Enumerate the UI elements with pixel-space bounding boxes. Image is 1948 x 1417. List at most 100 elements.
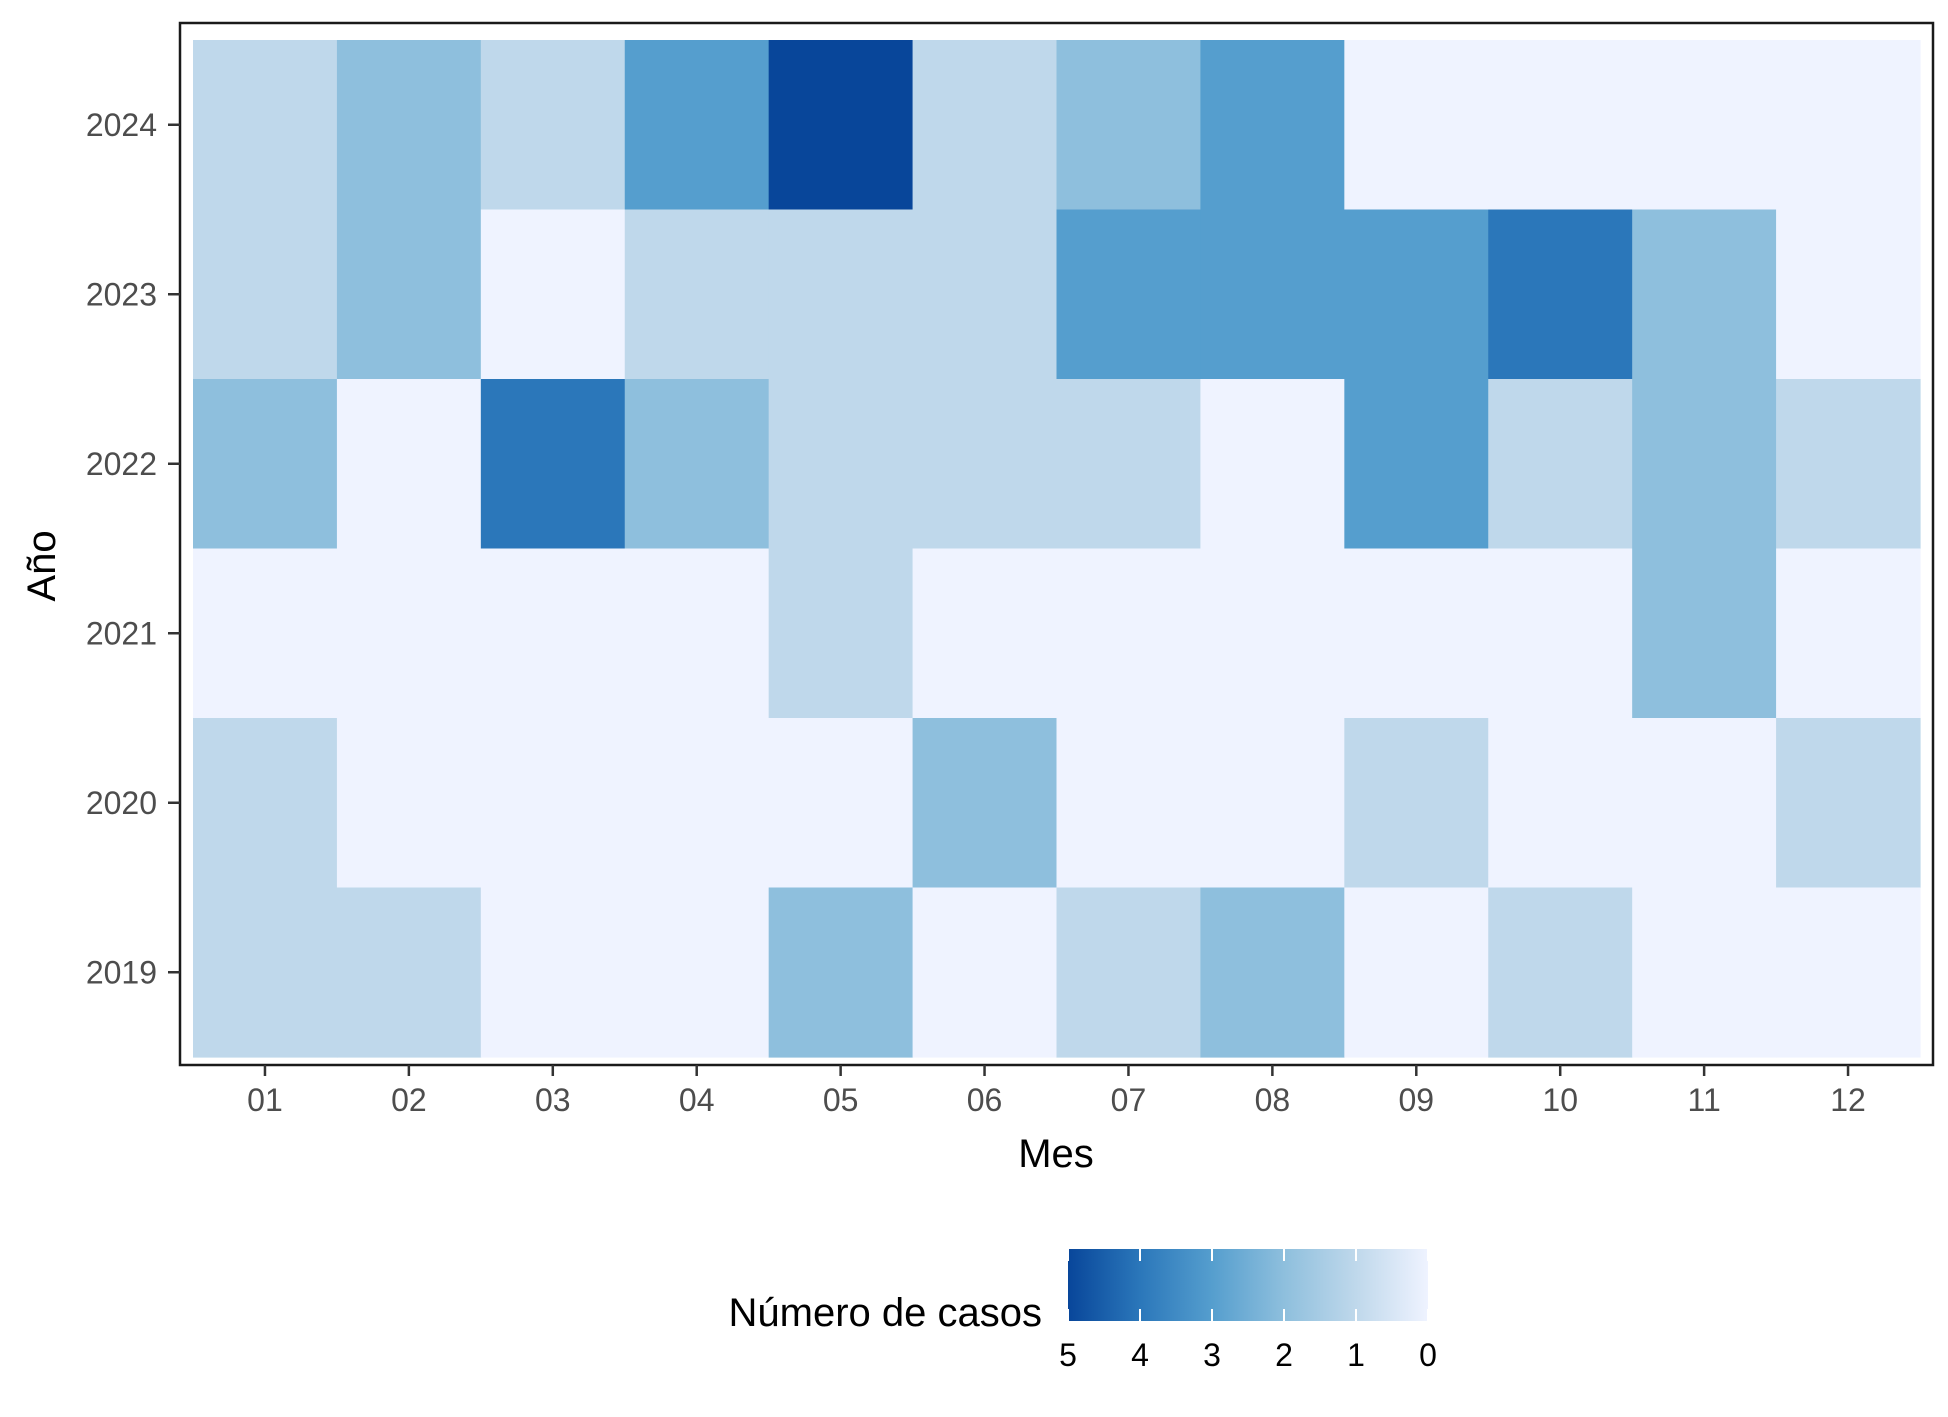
heatmap-cell-2020-08 xyxy=(1200,718,1345,889)
heatmap-cell-2023-09 xyxy=(1344,209,1489,380)
heatmap-cell-2024-06 xyxy=(912,40,1058,211)
heatmap-cell-2022-06 xyxy=(912,379,1058,550)
plot-panel-border xyxy=(178,21,1935,1067)
heatmap-cell-2021-02 xyxy=(336,548,482,719)
legend-title: Número de casos xyxy=(729,1291,1042,1335)
heatmap-cell-2022-12 xyxy=(1776,379,1921,550)
heatmap-cell-2023-01 xyxy=(193,209,338,380)
color-legend: Número de casos 5 4 3 2 1 0 xyxy=(729,1249,1437,1373)
heatmap-cell-2022-10 xyxy=(1488,379,1633,550)
heatmap-cell-2020-01 xyxy=(193,718,338,889)
x-tick-label: 11 xyxy=(1688,1082,1721,1118)
heatmap-cell-2023-07 xyxy=(1056,209,1202,380)
heatmap-cell-2020-09 xyxy=(1344,718,1489,889)
heatmap-cell-2019-04 xyxy=(624,887,770,1058)
heatmap-cell-2022-11 xyxy=(1632,379,1777,550)
heatmap-cell-2019-12 xyxy=(1776,887,1921,1058)
y-tick-label: 2019 xyxy=(86,954,157,990)
heatmap-cell-2023-10 xyxy=(1488,209,1633,380)
heatmap-cell-2022-04 xyxy=(624,379,770,550)
heatmap-cell-2020-03 xyxy=(480,718,626,889)
heatmap-cell-2022-03 xyxy=(480,379,626,550)
x-axis: 01 02 03 04 05 06 07 08 09 10 11 12 xyxy=(247,1065,1866,1118)
x-tick-label: 08 xyxy=(1255,1082,1291,1118)
heatmap-cell-2021-12 xyxy=(1776,548,1921,719)
heatmap-cell-2022-02 xyxy=(336,379,482,550)
heatmap-cell-2024-10 xyxy=(1488,40,1633,211)
legend-color-bar xyxy=(1068,1249,1428,1321)
heatmap-cell-2021-05 xyxy=(768,548,914,719)
heatmap-cell-2021-07 xyxy=(1056,548,1202,719)
heatmap-cell-2023-12 xyxy=(1776,209,1921,380)
heatmap-cell-2019-06 xyxy=(912,887,1058,1058)
x-tick-label: 05 xyxy=(823,1082,859,1118)
heatmap-cell-2021-01 xyxy=(193,548,338,719)
heatmap-cell-2021-06 xyxy=(912,548,1058,719)
heatmap-cell-2020-11 xyxy=(1632,718,1777,889)
x-tick-label: 10 xyxy=(1542,1082,1578,1118)
heatmap-cell-2020-12 xyxy=(1776,718,1921,889)
y-tick-label: 2024 xyxy=(86,107,157,143)
legend-label: 4 xyxy=(1131,1337,1149,1373)
legend-label: 5 xyxy=(1059,1337,1077,1373)
heatmap-cell-2022-07 xyxy=(1056,379,1202,550)
heatmap-cell-2023-05 xyxy=(768,209,914,380)
y-axis: 2024 2023 2022 2021 2020 2019 xyxy=(86,107,180,990)
x-tick-label: 07 xyxy=(1111,1082,1147,1118)
heatmap-cell-2022-09 xyxy=(1344,379,1489,550)
heatmap-cell-2019-02 xyxy=(336,887,482,1058)
legend-label: 1 xyxy=(1347,1337,1365,1373)
heatmap-cell-2024-09 xyxy=(1344,40,1489,211)
heatmap-cell-2024-01 xyxy=(193,40,338,211)
heatmap-cell-2019-05 xyxy=(768,887,914,1058)
heatmap-cell-2019-01 xyxy=(193,887,338,1058)
heatmap-cell-2019-09 xyxy=(1344,887,1489,1058)
heatmap-cell-2023-11 xyxy=(1632,209,1777,380)
x-tick-label: 12 xyxy=(1830,1082,1866,1118)
heatmap-cell-2024-05 xyxy=(768,40,914,211)
heatmap-cell-2022-08 xyxy=(1200,379,1345,550)
y-tick-label: 2020 xyxy=(86,785,157,821)
y-tick-label: 2023 xyxy=(86,276,157,312)
heatmap-cell-2020-10 xyxy=(1488,718,1633,889)
legend-label: 0 xyxy=(1419,1337,1437,1373)
heatmap-cell-2024-11 xyxy=(1632,40,1777,211)
heatmap-cell-2024-04 xyxy=(624,40,770,211)
heatmap-cell-2023-08 xyxy=(1200,209,1345,380)
heatmap-cell-2021-08 xyxy=(1200,548,1345,719)
heatmap-cell-2023-02 xyxy=(336,209,482,380)
heatmap-cell-2022-05 xyxy=(768,379,914,550)
heatmap-cell-2024-12 xyxy=(1776,40,1921,211)
heatmap-cell-2019-07 xyxy=(1056,887,1202,1058)
heatmap-cell-2020-05 xyxy=(768,718,914,889)
heatmap-cell-2021-04 xyxy=(624,548,770,719)
x-tick-label: 02 xyxy=(391,1082,427,1118)
heatmap-cell-2019-11 xyxy=(1632,887,1777,1058)
heatmap-cell-2024-07 xyxy=(1056,40,1202,211)
heatmap-cell-2021-03 xyxy=(480,548,626,719)
heatmap-cell-2020-02 xyxy=(336,718,482,889)
x-tick-label: 04 xyxy=(679,1082,715,1118)
legend-label: 2 xyxy=(1275,1337,1293,1373)
heatmap-cell-2021-09 xyxy=(1344,548,1489,719)
x-tick-label: 03 xyxy=(535,1082,571,1118)
heatmap-cell-2019-10 xyxy=(1488,887,1633,1058)
heatmap-cell-2024-03 xyxy=(480,40,626,211)
heatmap-cell-2019-03 xyxy=(480,887,626,1058)
heatmap-cell-2019-08 xyxy=(1200,887,1345,1058)
heatmap-cell-2021-11 xyxy=(1632,548,1777,719)
heatmap-cell-2021-10 xyxy=(1488,548,1633,719)
legend-ticks: 5 4 3 2 1 0 xyxy=(1059,1249,1437,1373)
heatmap-cell-2023-06 xyxy=(912,209,1058,380)
y-axis-title: Año xyxy=(20,530,64,601)
heatmap-cells xyxy=(193,40,1921,1058)
heatmap-cell-2024-02 xyxy=(336,40,482,211)
heatmap-cell-2020-04 xyxy=(624,718,770,889)
heatmap-cell-2024-08 xyxy=(1200,40,1345,211)
heatmap-cell-2022-01 xyxy=(193,379,338,550)
heatmap-cell-2020-06 xyxy=(912,718,1058,889)
heatmap-cell-2020-07 xyxy=(1056,718,1202,889)
x-tick-label: 09 xyxy=(1398,1082,1434,1118)
x-axis-title: Mes xyxy=(1018,1132,1094,1176)
